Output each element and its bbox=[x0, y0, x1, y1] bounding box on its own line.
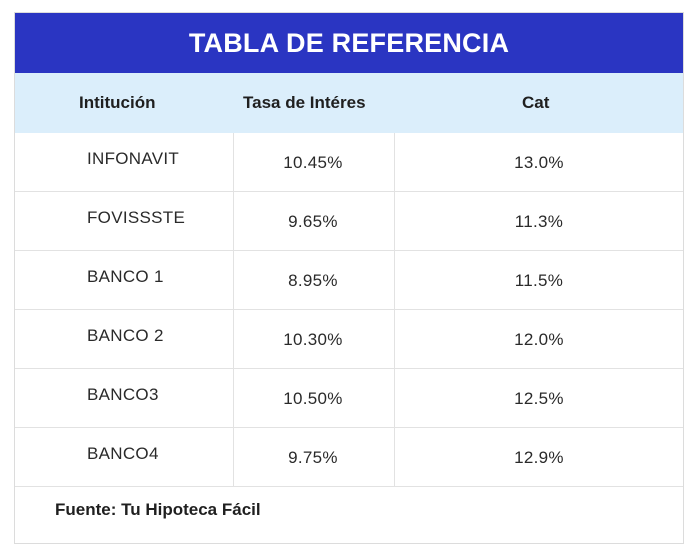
cell-cat: 12.0% bbox=[514, 330, 564, 349]
cell-tasa: 9.75% bbox=[288, 448, 338, 467]
cell-tasa: 8.95% bbox=[288, 271, 338, 290]
cell-cat: 12.5% bbox=[514, 389, 564, 408]
table-row: BANCO3 10.50% 12.5% bbox=[15, 369, 683, 428]
cell-cat: 11.5% bbox=[514, 271, 564, 290]
header-cat: Cat bbox=[522, 93, 550, 112]
column-divider bbox=[233, 133, 234, 487]
cell-institucion: BANCO 2 bbox=[87, 326, 164, 345]
column-divider bbox=[394, 133, 395, 487]
header-row: Intitución Tasa de Intéres Cat bbox=[15, 73, 683, 133]
cell-institucion: BANCO3 bbox=[87, 385, 159, 404]
cell-cat: 11.3% bbox=[514, 212, 564, 231]
cell-institucion: BANCO4 bbox=[87, 444, 159, 463]
cell-institucion: FOVISSSTE bbox=[87, 208, 186, 227]
cell-tasa: 9.65% bbox=[288, 212, 338, 231]
table-title: TABLA DE REFERENCIA bbox=[15, 13, 683, 73]
cell-tasa: 10.45% bbox=[283, 153, 343, 172]
cell-tasa: 10.30% bbox=[283, 330, 343, 349]
table-row: FOVISSSTE 9.65% 11.3% bbox=[15, 192, 683, 251]
table-body: INFONAVIT 10.45% 13.0% FOVISSSTE 9.65% 1… bbox=[15, 133, 683, 487]
cell-tasa: 10.50% bbox=[283, 389, 343, 408]
cell-institucion: BANCO 1 bbox=[87, 267, 164, 286]
table-row: BANCO4 9.75% 12.9% bbox=[15, 428, 683, 487]
table-row: INFONAVIT 10.45% 13.0% bbox=[15, 133, 683, 192]
cell-cat: 13.0% bbox=[514, 153, 564, 172]
source-note: Fuente: Tu Hipoteca Fácil bbox=[55, 500, 261, 519]
cell-institucion: INFONAVIT bbox=[87, 149, 180, 168]
reference-table: TABLA DE REFERENCIA Intitución Tasa de I… bbox=[14, 12, 684, 544]
cell-cat: 12.9% bbox=[514, 448, 564, 467]
table-row: BANCO 2 10.30% 12.0% bbox=[15, 310, 683, 369]
header-tasa: Tasa de Intéres bbox=[243, 93, 366, 112]
table-row: BANCO 1 8.95% 11.5% bbox=[15, 251, 683, 310]
header-institucion: Intitución bbox=[79, 93, 156, 112]
